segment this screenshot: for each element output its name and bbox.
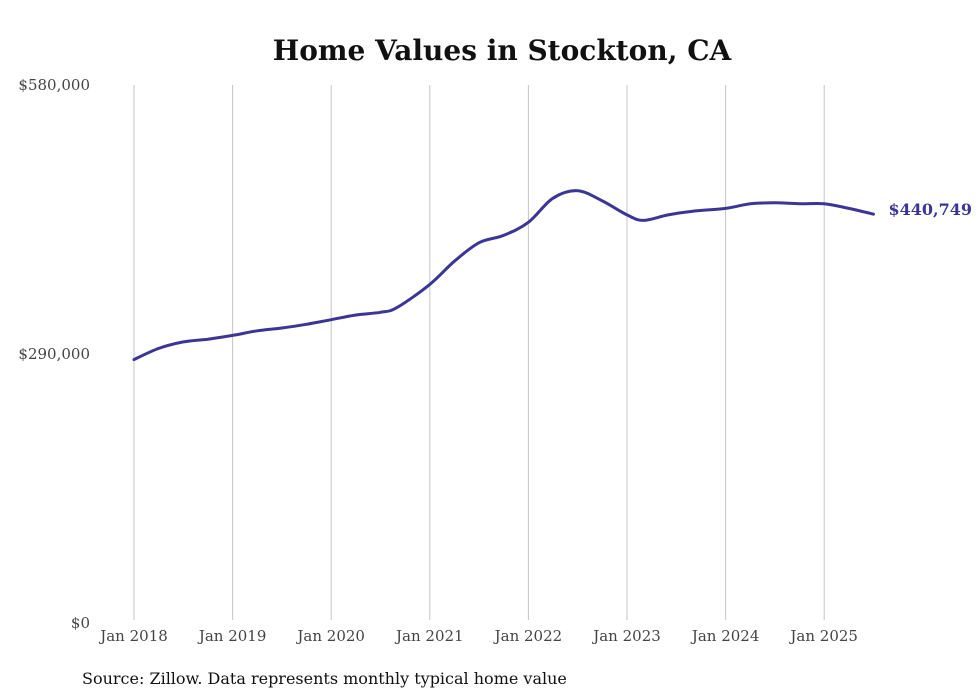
- gridlines: [133, 85, 825, 620]
- x-tick-label: Jan 2023: [591, 627, 661, 645]
- x-axis-tick-labels: Jan 2018 Jan 2019 Jan 2020 Jan 2021 Jan 2022…: [98, 627, 858, 645]
- y-axis-tick-labels: $0 $290,000 $580,000: [18, 76, 90, 632]
- chart-title: Home Values in Stockton, CA: [273, 34, 733, 67]
- last-value-label: $440,749: [889, 200, 973, 219]
- x-tick-label: Jan 2019: [197, 627, 267, 645]
- x-tick-label: Jan 2021: [394, 627, 464, 645]
- source-note: Source: Zillow. Data represents monthly …: [82, 669, 567, 688]
- x-tick-label: Jan 2024: [690, 627, 760, 645]
- series-line-home-value: [132, 189, 875, 362]
- x-tick-label: Jan 2020: [295, 627, 365, 645]
- x-tick-label: Jan 2022: [493, 627, 563, 645]
- x-tick-label: Jan 2018: [98, 627, 168, 645]
- y-tick-label: $0: [71, 614, 90, 632]
- x-tick-label: Jan 2025: [788, 627, 858, 645]
- y-tick-label: $290,000: [18, 345, 90, 363]
- y-tick-label: $580,000: [18, 76, 90, 94]
